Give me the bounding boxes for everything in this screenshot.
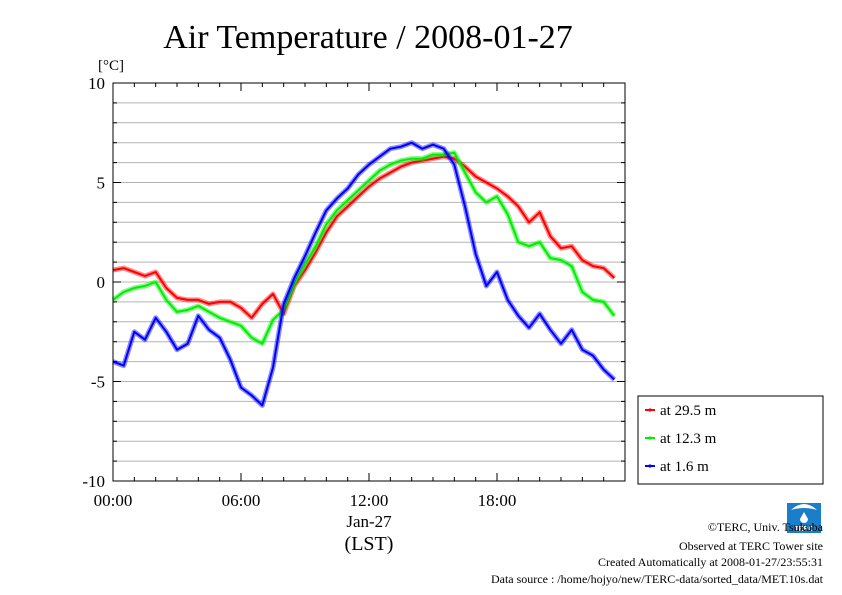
legend-box xyxy=(637,395,824,485)
legend-label: at 29.5 m xyxy=(660,403,717,419)
x-tick-label: 12:00 xyxy=(350,491,389,510)
y-tick-label: -10 xyxy=(82,472,105,491)
y-tick-label: 5 xyxy=(97,174,106,193)
series-line xyxy=(112,141,615,407)
series-band xyxy=(112,154,617,321)
logo-text: TERC xyxy=(794,526,813,533)
legend-marker xyxy=(648,408,652,412)
x-tick-label: 00:00 xyxy=(94,491,133,510)
legend-marker xyxy=(648,436,652,440)
created-text: Created Automatically at 2008-01-27/23:5… xyxy=(598,555,823,569)
y-tick-label: 0 xyxy=(97,273,106,292)
observed-text: Observed at TERC Tower site xyxy=(679,539,823,553)
legend-marker xyxy=(648,464,652,468)
legend-label: at 12.3 m xyxy=(660,431,717,447)
y-axis-unit: [°C] xyxy=(98,58,124,74)
series-layer xyxy=(111,140,617,408)
x-tick-label: 18:00 xyxy=(478,491,517,510)
legend-label: at 1.6 m xyxy=(660,459,709,475)
y-tick-label: -5 xyxy=(91,373,105,392)
copyright-text: ©TERC, Univ. Tsukuba xyxy=(708,520,824,534)
chart-title: Air Temperature / 2008-01-27 xyxy=(163,19,573,56)
terc-logo: TERC xyxy=(787,503,821,533)
source-text: Data source : /home/hojyo/new/TERC-data/… xyxy=(491,572,824,586)
series-line xyxy=(112,151,616,345)
legend: at 29.5 m at 12.3 m at 1.6 m xyxy=(637,395,824,485)
x-axis-date-label: Jan-27 xyxy=(346,512,392,531)
x-tick-label: 06:00 xyxy=(222,491,261,510)
y-tick-label: 10 xyxy=(88,74,105,93)
x-axis-title: (LST) xyxy=(345,533,394,555)
grid-lines xyxy=(113,102,625,462)
series-line xyxy=(112,155,615,319)
